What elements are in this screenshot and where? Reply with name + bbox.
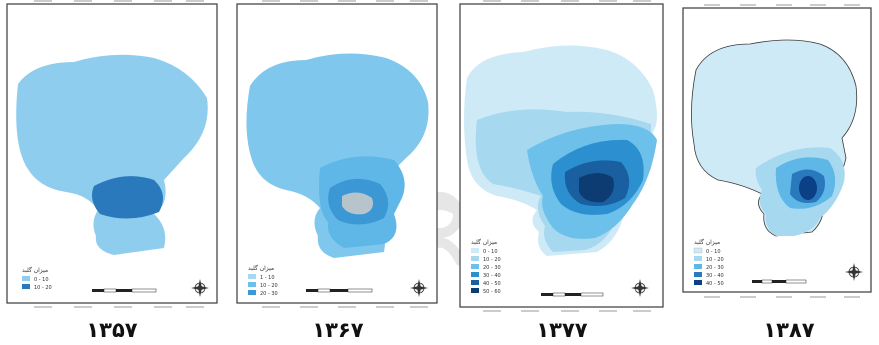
legend-swatch [22,284,30,289]
legend-label: 10 - 20 [260,283,278,289]
legend-label: 0 - 10 [706,249,721,255]
map-year-label: ۱۳۶۷ [312,318,364,342]
compass-rose-icon [631,279,649,297]
legend-swatch [471,288,479,293]
map-panel-1357: میزان گلبد 0 - 10 10 - 20 [4,0,220,310]
legend-label: 10 - 20 [483,257,501,263]
legend-title: میزان گلبد [22,266,48,274]
legend-label: 40 - 50 [706,281,724,287]
region-class-2 [92,176,163,219]
compass-rose-icon [410,279,428,297]
legend-swatch [471,256,479,261]
legend-swatch [471,280,479,285]
legend-swatch [248,290,256,295]
legend-swatch [471,248,479,253]
region-class-6 [579,173,614,203]
scale-bar-icon [92,288,157,293]
legend-label: 20 - 30 [706,265,724,271]
legend-label: 40 - 50 [483,281,501,287]
legend-label: 1 - 10 [260,275,275,281]
map-year-label: ۱۳۸۷ [763,318,815,342]
legend-label: 10 - 20 [706,257,724,263]
map-year-label: ۱۳۵۷ [86,318,138,342]
coordinate-ticks [262,0,428,308]
map-year-label: ۱۳۷۷ [536,318,588,342]
map-panel-1377: میزان گلبد 0 - 10 10 - 20 20 - 30 30 - 4… [457,0,667,314]
legend-swatch [693,247,703,254]
compass-rose-icon [845,263,863,281]
legend-swatch [248,282,256,287]
legend-title: میزان گلبد [471,238,497,246]
coordinate-ticks [483,0,651,312]
legend-label: 20 - 30 [260,291,278,297]
legend-title: میزان گلبد [694,238,720,246]
legend-swatch [694,256,702,261]
coordinate-ticks [34,0,204,308]
legend-swatch [248,274,256,279]
legend-label: 0 - 10 [34,277,49,283]
legend-label: 30 - 40 [706,273,724,279]
legend-swatch [22,276,30,281]
legend-label: 50 - 60 [483,289,501,295]
legend-swatch [694,280,702,285]
legend-swatch [471,272,479,277]
legend-swatch [694,264,702,269]
region-class-5 [799,176,817,200]
coordinate-ticks [704,4,860,298]
compass-rose-icon [191,279,209,297]
map-panel-1367: میزان گلبد 1 - 10 10 - 20 20 - 30 [234,0,442,310]
legend-label: 10 - 20 [34,285,52,291]
scale-bar-icon [541,292,604,297]
legend: میزان گلبد 1 - 10 10 - 20 20 - 30 [248,264,278,297]
legend-swatch [471,264,479,269]
legend: میزان گلبد 0 - 10 10 - 20 [22,266,52,291]
region-hole [342,192,373,215]
legend-label: 30 - 40 [483,273,501,279]
legend-title: میزان گلبد [248,264,274,272]
scale-bar-icon [752,279,807,284]
map-panel-1387: میزان گلبد 0 - 10 10 - 20 20 - 30 30 - 4… [680,0,876,306]
legend-label: 0 - 10 [483,249,498,255]
legend: میزان گلبد 0 - 10 10 - 20 20 - 30 30 - 4… [693,238,724,287]
legend: میزان گلبد 0 - 10 10 - 20 20 - 30 30 - 4… [471,238,501,295]
scale-bar-icon [306,288,373,293]
legend-label: 20 - 30 [483,265,501,271]
legend-swatch [694,272,702,277]
